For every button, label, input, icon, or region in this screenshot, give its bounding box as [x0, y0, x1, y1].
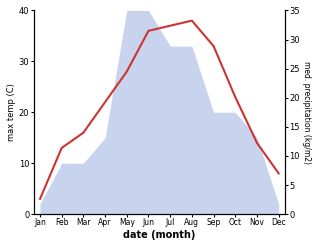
- Y-axis label: max temp (C): max temp (C): [7, 83, 16, 141]
- X-axis label: date (month): date (month): [123, 230, 196, 240]
- Y-axis label: med. precipitation (kg/m2): med. precipitation (kg/m2): [302, 61, 311, 164]
